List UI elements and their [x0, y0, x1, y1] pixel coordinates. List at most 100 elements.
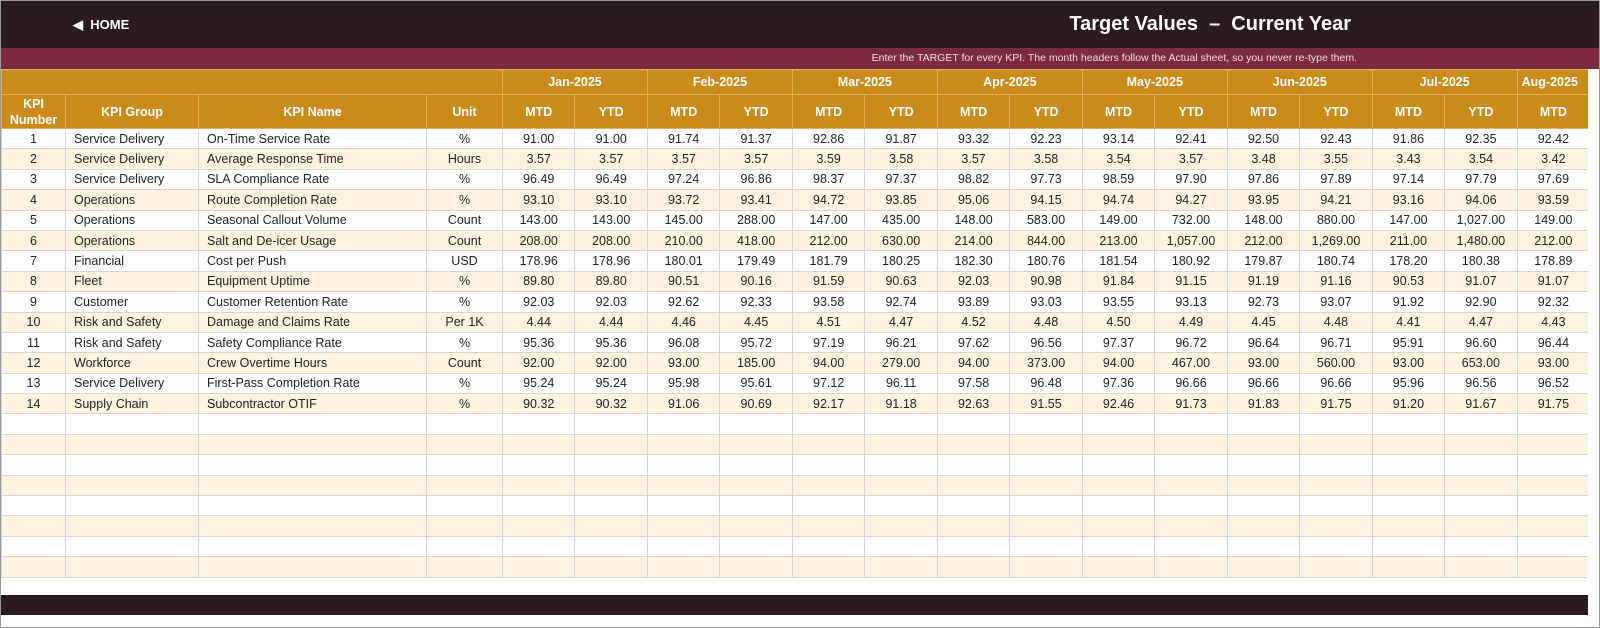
cell: 91.07 [1444, 270, 1518, 293]
cell: 210.00 [646, 229, 721, 252]
cell: 92.73 [1226, 291, 1301, 313]
empty-cell [1516, 495, 1588, 517]
cell: 3 [1, 168, 66, 191]
sub-header: YTD [864, 94, 938, 129]
cell: Workforce [65, 352, 199, 374]
cell: 147.00 [1371, 209, 1446, 231]
cell: 95.96 [1371, 372, 1446, 395]
cell: 214.00 [936, 229, 1011, 252]
cell: Equipment Uptime [198, 270, 427, 293]
empty-cell [864, 495, 938, 517]
cell: 3.55 [1299, 148, 1373, 170]
cell: 4.48 [1009, 311, 1083, 333]
month-header: Jan-2025 [502, 69, 648, 95]
empty-cell [791, 433, 866, 456]
cell: First-Pass Completion Rate [198, 372, 427, 395]
empty-cell [1154, 413, 1228, 435]
cell: 4.50 [1081, 311, 1156, 333]
cell: 3.57 [646, 148, 721, 170]
empty-cell [1154, 433, 1228, 456]
cell: 96.56 [1444, 372, 1518, 395]
cell: 94.27 [1154, 189, 1228, 211]
cell: Fleet [65, 270, 199, 293]
cell: 1 [1, 127, 66, 150]
sub-header: YTD [1299, 94, 1373, 129]
empty-cell [426, 495, 503, 517]
cell: 91.00 [501, 127, 576, 150]
empty-cell [1009, 433, 1083, 456]
cell: SLA Compliance Rate [198, 168, 427, 191]
cell: 91.55 [1009, 393, 1083, 415]
empty-cell [426, 413, 503, 435]
cell: 90.32 [574, 393, 648, 415]
cell: 91.74 [646, 127, 721, 150]
cell: 97.69 [1516, 168, 1588, 191]
empty-cell [1009, 474, 1083, 497]
cell: 96.66 [1154, 372, 1228, 395]
cell: 2 [1, 148, 66, 170]
empty-cell [936, 556, 1011, 578]
cell: 91.00 [574, 127, 648, 150]
cell: 91.67 [1444, 393, 1518, 415]
cell: 92.42 [1516, 127, 1588, 150]
month-header: Mar-2025 [791, 69, 938, 95]
cell: Per 1K [426, 311, 503, 333]
cell: 93.14 [1081, 127, 1156, 150]
cell: 95.24 [574, 372, 648, 395]
home-label[interactable]: HOME [90, 17, 130, 32]
cell: 13 [1, 372, 66, 395]
empty-cell [1444, 474, 1518, 497]
cell: 96.49 [501, 168, 576, 191]
empty-cell [864, 433, 938, 456]
cell: 96.66 [1226, 372, 1301, 395]
cell: Service Delivery [65, 127, 199, 150]
cell: 93.00 [1516, 352, 1588, 374]
cell: 4.44 [574, 311, 648, 333]
cell: 90.53 [1371, 270, 1446, 293]
table-row: 10 Risk and Safety Damage and Claims Rate P… [1, 311, 1588, 333]
cell: 91.06 [646, 393, 721, 415]
empty-cell [501, 556, 576, 578]
empty-row [1, 535, 1588, 558]
cell: 89.80 [574, 270, 648, 293]
cell: 96.72 [1154, 331, 1228, 354]
empty-cell [1371, 495, 1446, 517]
empty-row [1, 474, 1588, 497]
cell: 91.75 [1299, 393, 1373, 415]
header-row: Jan-2025 Feb-2025 Mar-2025 Apr-2025 May-2025… [1, 69, 1588, 95]
sub-header: MTD [791, 94, 866, 129]
empty-cell [1371, 515, 1446, 537]
cell: Hours [426, 148, 503, 170]
cell: 97.19 [791, 331, 866, 354]
cell: % [426, 372, 503, 395]
subtitle-bar: Enter the TARGET for every KPI. The mont… [1, 48, 1599, 69]
empty-cell [1371, 556, 1446, 578]
cell: 94.74 [1081, 189, 1156, 211]
empty-cell [1009, 413, 1083, 435]
empty-cell [574, 515, 648, 537]
month-header: May-2025 [1081, 69, 1228, 95]
table-row: 4 Operations Route Completion Rate% 93.10 93… [1, 189, 1588, 211]
cell: 91.37 [719, 127, 793, 150]
empty-cell [426, 515, 503, 537]
cell: 91.19 [1226, 270, 1301, 293]
cell: 91.73 [1154, 393, 1228, 415]
cell: 97.12 [791, 372, 866, 395]
empty-cell [1516, 556, 1588, 578]
empty-cell [1154, 556, 1228, 578]
cell: Count [426, 209, 503, 231]
table-row: 5 Operations Seasonal Callout Volume Count 1… [1, 209, 1588, 231]
empty-cell [646, 474, 721, 497]
cell: 185.00 [719, 352, 793, 374]
empty-cell [1371, 454, 1446, 476]
cell: Safety Compliance Rate [198, 331, 427, 354]
cell: 94.21 [1299, 189, 1373, 211]
empty-cell [791, 495, 866, 517]
empty-cell [1009, 556, 1083, 578]
cell: 3.58 [864, 148, 938, 170]
cell: 95.36 [574, 331, 648, 354]
empty-cell [936, 454, 1011, 476]
home-button[interactable]: ◀ HOME [73, 17, 130, 32]
table-row: 14 Supply Chain Subcontractor OTIF% 90.32 90… [1, 393, 1588, 415]
cell: 93.85 [864, 189, 938, 211]
